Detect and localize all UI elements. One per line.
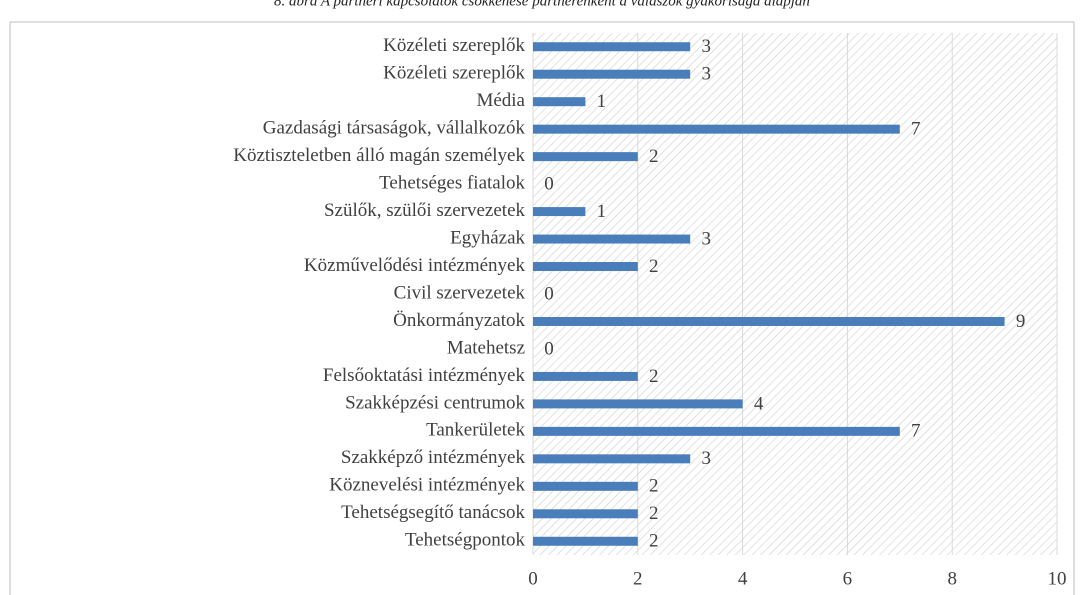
y-tick-label: Egyházak [450,227,525,248]
bar [533,536,638,546]
y-tick-label: Matehetsz [447,337,525,358]
data-label: 7 [911,119,921,140]
bar [533,509,638,519]
x-tick-label: 8 [947,568,957,589]
x-tick-label: 6 [843,568,853,589]
bar [533,426,900,436]
bar [533,481,638,491]
bar [533,152,638,162]
data-label: 4 [754,393,764,414]
bar [533,399,743,409]
x-tick-label: 2 [633,568,643,589]
y-tick-label: Felsőoktatási intézmények [323,365,526,386]
data-label: 0 [544,338,554,359]
data-label: 7 [911,421,921,442]
data-label: 9 [1016,311,1026,332]
data-label: 0 [544,173,554,194]
y-tick-label: Közművelődési intézmények [304,255,526,276]
y-tick-label: Köztiszteletben álló magán személyek [233,145,525,166]
data-label: 1 [597,91,607,112]
data-label: 2 [649,146,659,167]
data-label: 2 [649,366,659,387]
bar [533,69,691,79]
y-tick-label: Tehetségsegítő tanácsok [341,502,525,523]
data-label: 3 [701,36,711,57]
y-tick-label: Szakképzési centrumok [345,392,525,413]
data-label: 3 [701,228,711,249]
data-label: 2 [649,531,659,552]
y-tick-label: Tehetségpontok [405,530,526,551]
data-label: 1 [597,201,607,222]
bar [533,207,586,217]
data-label: 2 [649,503,659,524]
y-tick-label: Közéleti szereplők [383,35,525,56]
y-tick-label: Gazdasági társaságok, vállalkozók [263,118,526,139]
x-tick-label: 10 [1048,568,1067,589]
x-tick-label: 4 [738,568,748,589]
chart-title: 8. ábra A partneri kapcsolatok csökkenés… [274,0,810,9]
bar [533,124,900,134]
y-tick-label: Tankerületek [426,420,525,441]
data-label: 0 [544,283,554,304]
y-tick-label: Szülők, szülői szervezetek [324,200,526,221]
y-tick-label: Média [476,90,525,111]
plot-area [533,33,1057,555]
y-tick-label: Civil szervezetek [394,282,526,303]
bar [533,454,691,464]
y-tick-label: Önkormányzatok [393,310,525,331]
x-tick-label: 0 [528,568,538,589]
bar [533,97,586,107]
data-label: 2 [649,476,659,497]
bar [533,234,691,244]
bar [533,42,691,52]
y-tick-label: Közéleti szereplők [383,63,525,84]
chart-border [9,21,1075,595]
bar [533,262,638,272]
data-label: 3 [701,64,711,85]
bar [533,316,1005,326]
y-tick-label: Szakképző intézmények [341,447,526,468]
y-tick-label: Köznevelési intézmények [329,475,525,496]
data-label: 2 [649,256,659,277]
data-label: 3 [701,448,711,469]
bar [533,371,638,381]
y-tick-label: Tehetséges fiatalok [379,172,525,193]
